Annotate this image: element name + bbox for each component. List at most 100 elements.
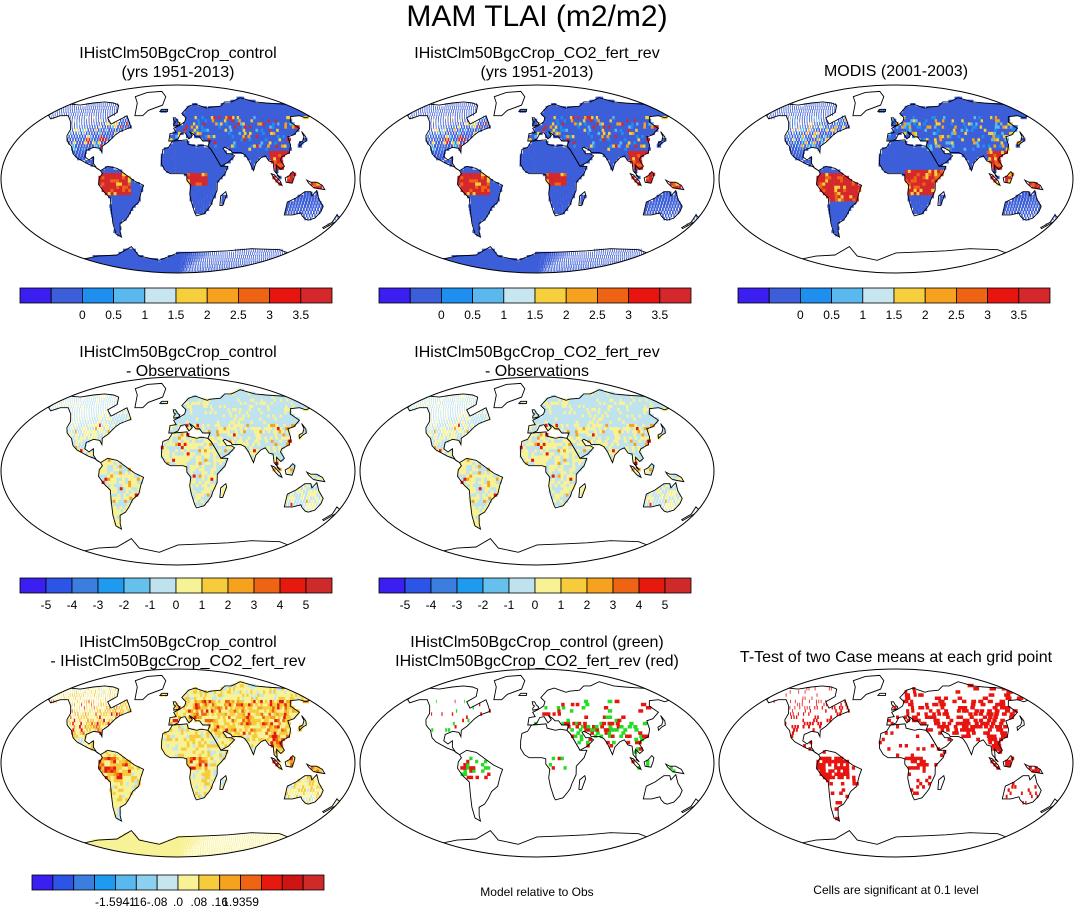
map-cell [107,137,110,142]
map-cell [675,182,679,186]
map-cell [129,270,137,273]
map-cell [76,115,78,120]
map-cell [126,270,135,273]
map-cell [560,131,565,135]
map-cell [237,248,239,253]
map-cell [208,125,212,129]
map-cell [606,128,611,132]
map-cell [72,109,73,113]
map-cell [455,137,458,142]
map-cell [563,172,567,177]
map-cell [203,204,207,208]
map-cell [196,270,198,273]
map-cell [208,255,210,259]
map-cell [540,261,543,265]
map-cell [628,267,630,272]
map-cell [112,103,114,107]
map-cell [250,118,256,123]
map-cell [476,226,481,230]
map-cell [638,248,640,253]
map-cell [134,198,138,202]
map-cell [602,137,606,142]
map-cell [635,156,639,161]
map-cell [219,175,223,180]
map-cell [834,229,839,234]
coastline-africa [161,139,229,217]
map-cell [572,125,576,129]
map-cell [236,118,241,123]
map-cell [570,267,571,272]
map-cell [542,264,544,268]
map-cell [72,261,81,265]
map-cell [244,267,245,272]
map-cell [621,131,626,135]
map-cell [617,153,621,158]
map-cell [292,258,293,262]
map-cell [613,131,618,135]
map-cell [437,122,439,126]
map-cell [195,251,197,256]
map-cell [73,258,82,262]
map-cell [114,106,116,110]
map-cell [243,258,245,262]
map-cell [578,264,579,268]
map-cell [201,179,205,183]
map-cell [639,150,644,154]
map-cell [122,182,126,186]
map-cell [479,198,483,202]
map-cell [284,134,290,139]
map-cell [579,115,584,120]
map-cell [63,112,65,116]
map-cell [548,156,552,161]
map-cell [652,201,655,205]
map-cell [110,185,114,189]
map-cell [87,128,89,132]
map-cell [609,134,614,139]
map-cell [204,134,209,139]
map-cell [549,270,551,273]
map-cell [647,207,650,211]
map-cell [222,131,227,135]
map-cell [539,147,543,151]
map-cell [542,141,546,145]
map-cell [216,179,220,183]
map-cell [273,264,275,268]
map-cell [541,251,544,256]
map-cell [844,201,848,205]
map-cell [553,147,558,151]
map-cell [313,201,316,205]
map-cell [267,267,269,272]
map-cell [191,264,193,268]
map-cell [615,125,620,129]
map-cell [472,122,474,126]
map-cell [113,179,117,183]
map-cell [217,270,219,273]
map-cell [615,270,617,273]
map-cell [215,122,219,126]
map-cell [180,156,185,161]
map-cell [271,125,277,129]
map-cell [463,137,466,142]
map-cell [467,128,469,132]
map-cell [92,134,95,139]
map-cell [126,201,130,205]
map-cell [640,153,644,158]
map-cell [461,115,463,120]
map-cell [671,204,674,208]
map-cell [562,251,564,256]
map-cell [77,153,81,158]
map-cell [198,179,202,183]
map-cell [918,204,922,208]
map-cell [559,125,564,129]
coastline-south-america [457,165,504,239]
map-cell [451,128,454,132]
map-cell [205,137,209,142]
map-cell [437,106,438,110]
map-cell [163,261,167,265]
map-cell [450,131,452,135]
map-cell [554,194,558,199]
map-cell [658,141,663,145]
map-cell [459,103,461,107]
map-cell [466,185,470,189]
map-cell [925,198,928,202]
